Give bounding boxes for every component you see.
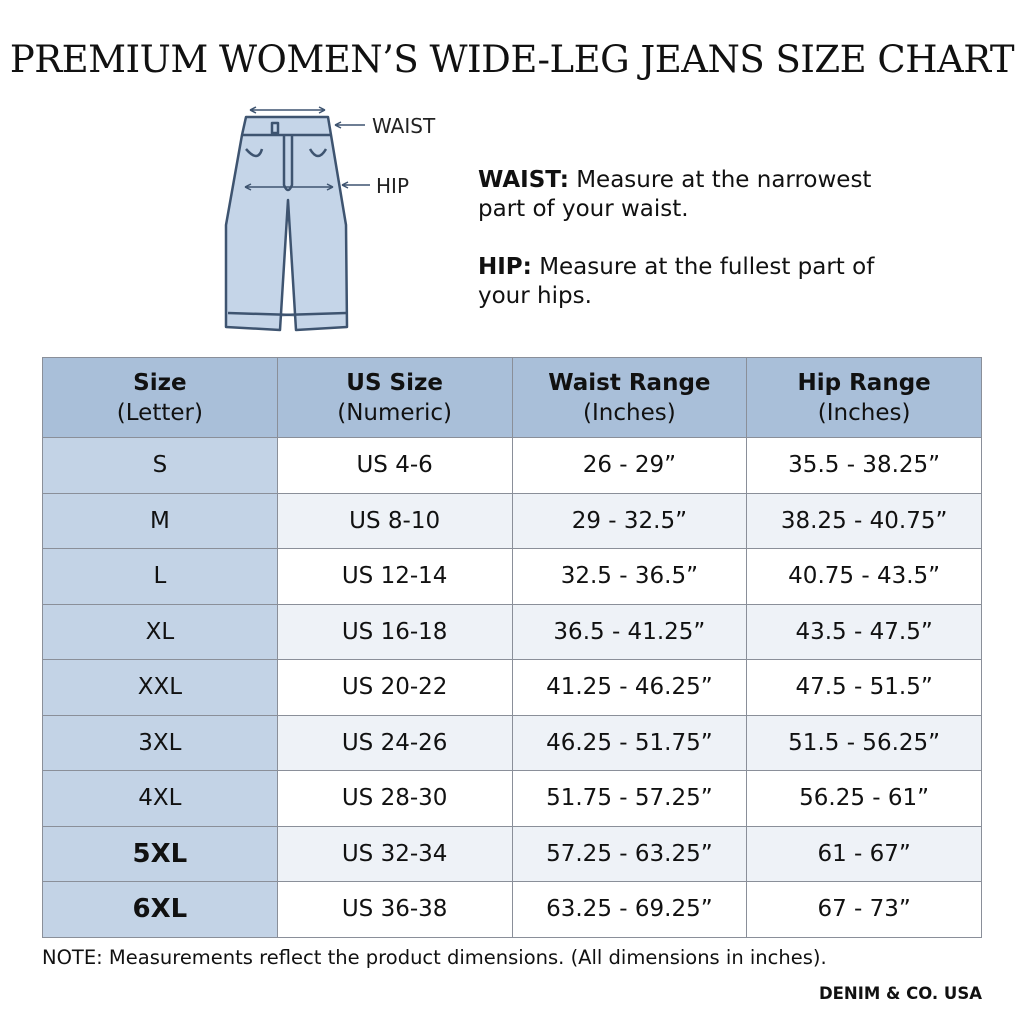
table-cell: 57.25 - 63.25” — [511, 825, 748, 882]
table-cell: 43.5 - 47.5” — [746, 603, 982, 660]
table-cell: 46.25 - 51.75” — [511, 714, 748, 771]
table-cell: 35.5 - 38.25” — [746, 437, 982, 494]
table-row: 3XL US 24-26 46.25 - 51.75” 51.5 - 56.25” — [42, 714, 982, 771]
table-cell: 63.25 - 69.25” — [511, 881, 748, 938]
table-cell: S — [42, 437, 278, 494]
table-cell: 67 - 73” — [746, 881, 982, 938]
header-cell: Hip Range (Inches) — [746, 357, 982, 438]
instruction: WAIST: Measure at the narrowest part of … — [478, 166, 918, 224]
table-row: L US 12-14 32.5 - 36.5” 40.75 - 43.5” — [42, 548, 982, 605]
column-unit: (Letter) — [116, 399, 203, 426]
table-cell: US 32-34 — [276, 825, 513, 882]
brand: DENIM & CO. USA — [818, 984, 982, 1003]
table-row: S US 4-6 26 - 29” 35.5 - 38.25” — [42, 437, 982, 494]
table-cell: US 8-10 — [276, 492, 513, 549]
table-cell: US 36-38 — [276, 881, 513, 938]
table-cell: 3XL — [42, 714, 278, 771]
table-cell: 29 - 32.5” — [511, 492, 748, 549]
table-cell: 51.75 - 57.25” — [511, 770, 748, 827]
table-cell: 47.5 - 51.5” — [746, 659, 982, 716]
instruction-text: Measure at the narrowest part of your wa… — [478, 167, 872, 222]
table-cell: XL — [42, 603, 278, 660]
table-cell: 40.75 - 43.5” — [746, 548, 982, 605]
table-cell: 6XL — [42, 881, 278, 938]
table-cell: 51.5 - 56.25” — [746, 714, 982, 771]
table-cell: US 4-6 — [276, 437, 513, 494]
column-name: Size — [133, 369, 187, 396]
header-cell: Size (Letter) — [42, 357, 278, 438]
table-cell: 4XL — [42, 770, 278, 827]
table-cell: 5XL — [42, 825, 278, 882]
table-cell: 32.5 - 36.5” — [511, 548, 748, 605]
column-name: Waist Range — [548, 369, 711, 396]
hip-label: HIP — [376, 174, 409, 198]
table-cell: US 16-18 — [276, 603, 513, 660]
header-cell: US Size (Numeric) — [276, 357, 513, 438]
table-cell: US 12-14 — [276, 548, 513, 605]
table-row: M US 8-10 29 - 32.5” 38.25 - 40.75” — [42, 492, 982, 549]
note: NOTE: Measurements reflect the product d… — [42, 946, 827, 969]
table-cell: L — [42, 548, 278, 605]
table-cell: 38.25 - 40.75” — [746, 492, 982, 549]
table-cell: M — [42, 492, 278, 549]
header-cell: Waist Range (Inches) — [511, 357, 748, 438]
table-cell: 36.5 - 41.25” — [511, 603, 748, 660]
table-row: XL US 16-18 36.5 - 41.25” 43.5 - 47.5” — [42, 603, 982, 660]
table-cell: 61 - 67” — [746, 825, 982, 882]
column-name: US Size — [346, 369, 443, 396]
column-unit: (Inches) — [583, 399, 676, 426]
table-row: 5XL US 32-34 57.25 - 63.25” 61 - 67” — [42, 825, 982, 882]
jeans-diagram: WAIST HIP — [224, 106, 436, 332]
table-cell: US 20-22 — [276, 659, 513, 716]
table-cell: 41.25 - 46.25” — [511, 659, 748, 716]
table-cell: 26 - 29” — [511, 437, 748, 494]
instruction: HIP: Measure at the fullest part of your… — [478, 253, 918, 311]
instruction-label: WAIST: — [478, 167, 569, 193]
column-unit: (Inches) — [817, 399, 911, 426]
table-row: 4XL US 28-30 51.75 - 57.25” 56.25 - 61” — [42, 770, 982, 827]
waist-label: WAIST — [372, 114, 436, 138]
title: PREMIUM WOMEN’S WIDE-LEG JEANS SIZE CHAR… — [9, 38, 1015, 81]
table-row: XXL US 20-22 41.25 - 46.25” 47.5 - 51.5” — [42, 659, 982, 716]
column-unit: (Numeric) — [337, 399, 453, 426]
instruction-text: Measure at the fullest part of your hips… — [478, 254, 875, 309]
table-cell: US 24-26 — [276, 714, 513, 771]
table-cell: XXL — [42, 659, 278, 716]
column-name: Hip Range — [797, 369, 931, 396]
table-cell: US 28-30 — [276, 770, 513, 827]
table-cell: 56.25 - 61” — [746, 770, 982, 827]
instruction-label: HIP: — [478, 254, 532, 280]
table-row: 6XL US 36-38 63.25 - 69.25” 67 - 73” — [42, 881, 982, 938]
size-table: Size (Letter) US Size (Numeric) Waist Range (… — [42, 357, 982, 938]
